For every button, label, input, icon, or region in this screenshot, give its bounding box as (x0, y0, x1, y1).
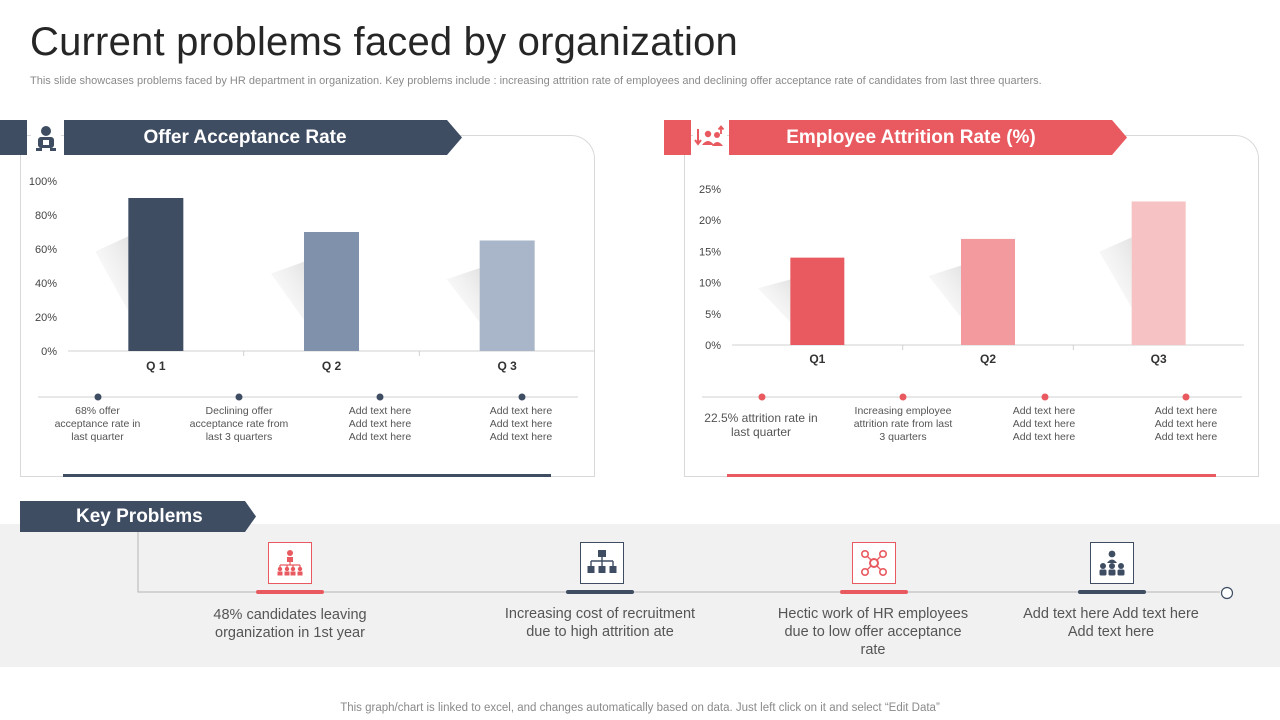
y-tick-label: 80% (35, 210, 57, 222)
y-tick-label: 60% (35, 244, 57, 256)
offer-panel-underline (63, 474, 551, 477)
category-label: Q 1 (146, 359, 166, 373)
timeline-dot (376, 393, 384, 401)
key-problems-title: Key Problems (20, 501, 256, 532)
offer-note-1: 68% offer acceptance rate in last quarte… (54, 405, 141, 443)
bar-2 (961, 238, 1015, 345)
timeline-dot (235, 393, 243, 401)
y-tick-label: 40% (35, 278, 57, 290)
bar-shadow (928, 265, 983, 345)
bar-shadow (446, 268, 502, 351)
attrition-note-3: Add text here Add text here Add text her… (1012, 405, 1076, 443)
kp-underline-2 (566, 590, 634, 594)
key-problem-3: Hectic work of HR employees due to low o… (777, 606, 969, 658)
category-label: Q3 (1151, 352, 1167, 366)
bar-1 (790, 257, 845, 345)
offer-note-4: Add text here Add text here Add text her… (489, 405, 553, 443)
bar-3 (1131, 201, 1186, 345)
timeline-dot (1041, 393, 1049, 401)
robot-person-icon (31, 120, 61, 155)
offer-notes-timeline (38, 393, 578, 401)
y-tick-label: 0% (705, 340, 721, 352)
offer-acceptance-banner (0, 120, 27, 155)
timeline-dot (899, 393, 907, 401)
y-tick-label: 5% (705, 309, 721, 321)
footer-note: This graph/chart is linked to excel, and… (340, 702, 940, 714)
team-person-icon (1090, 542, 1134, 584)
y-tick-label: 20% (35, 312, 57, 324)
y-tick-label: 20% (699, 215, 721, 227)
category-label: Q 3 (497, 359, 517, 373)
kp-underline-1 (256, 590, 324, 594)
bar-shadow (95, 236, 151, 351)
y-tick-label: 25% (699, 184, 721, 196)
kp-underline-3 (840, 590, 908, 594)
y-tick-label: 15% (699, 246, 721, 258)
key-problem-4: Add text here Add text here Add text her… (1023, 606, 1199, 640)
key-problem-2: Increasing cost of recruitment due to hi… (504, 606, 696, 640)
y-tick-label: 0% (41, 346, 57, 358)
attrition-panel-underline (727, 474, 1216, 477)
offer-acceptance-chart: 0% 20% 40% 60% 80% 100% Q 1 Q 2 Q 3 (29, 176, 595, 373)
attrition-note-4: Add text here Add text here Add text her… (1154, 405, 1218, 443)
hierarchy-people-icon (268, 542, 312, 584)
bar-shadow (757, 279, 812, 345)
key-problem-1: 48% candidates leaving organization in 1… (213, 607, 367, 641)
bar-shadow (1099, 237, 1154, 345)
category-label: Q 2 (322, 359, 342, 373)
attrition-title: Employee Attrition Rate (%) (729, 120, 1127, 155)
attrition-note-1: 22.5% attrition rate in last quarter (704, 411, 818, 439)
page-subtitle: This slide showcases problems faced by H… (30, 75, 1042, 87)
timeline-dot (94, 393, 102, 401)
timeline-dot (758, 393, 766, 401)
offer-note-3: Add text here Add text here Add text her… (348, 405, 412, 443)
bar-3 (479, 240, 535, 351)
category-label: Q2 (980, 352, 996, 366)
page-title: Current problems faced by organization (30, 20, 738, 64)
bar-shadow (271, 261, 326, 351)
timeline-dot (518, 393, 526, 401)
offer-note-2: Declining offer acceptance rate from las… (189, 405, 289, 443)
bar-2 (304, 232, 359, 351)
attrition-notes-timeline (702, 393, 1242, 401)
y-tick-label: 10% (699, 278, 721, 290)
timeline-dot (1182, 393, 1190, 401)
gear-network-icon (852, 542, 896, 584)
category-label: Q1 (809, 352, 825, 366)
offer-acceptance-title: Offer Acceptance Rate (64, 120, 462, 155)
kp-underline-4 (1078, 590, 1146, 594)
attrition-banner-stub (664, 120, 691, 155)
key-problems-band (0, 524, 1280, 667)
bar-1 (128, 198, 184, 351)
people-exchange-icon (693, 120, 727, 155)
org-chart-icon (580, 542, 624, 584)
attrition-note-2: Increasing employee attrition rate from … (853, 405, 953, 443)
y-tick-label: 100% (29, 176, 57, 188)
attrition-chart: 0% 5% 10% 15% 20% 25% Q1 Q2 Q3 (699, 184, 1244, 366)
